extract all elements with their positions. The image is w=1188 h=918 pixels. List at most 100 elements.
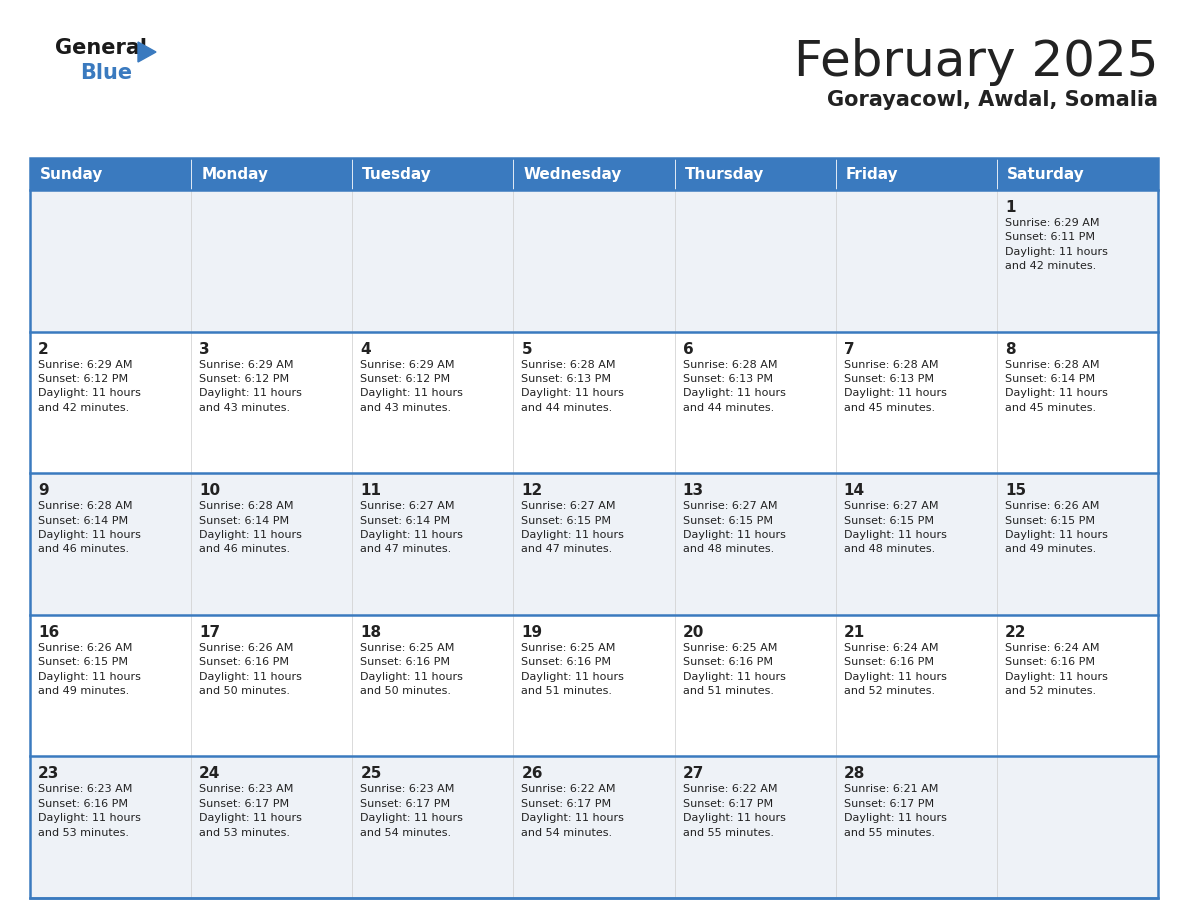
Text: Sunrise: 6:27 AM
Sunset: 6:15 PM
Daylight: 11 hours
and 47 minutes.: Sunrise: 6:27 AM Sunset: 6:15 PM Dayligh… [522,501,625,554]
Text: Sunrise: 6:29 AM
Sunset: 6:12 PM
Daylight: 11 hours
and 42 minutes.: Sunrise: 6:29 AM Sunset: 6:12 PM Dayligh… [38,360,141,413]
Text: 24: 24 [200,767,221,781]
Bar [835,158,997,190]
Text: Sunrise: 6:25 AM
Sunset: 6:16 PM
Daylight: 11 hours
and 51 minutes.: Sunrise: 6:25 AM Sunset: 6:16 PM Dayligh… [683,643,785,696]
Text: 28: 28 [843,767,865,781]
Text: Sunrise: 6:27 AM
Sunset: 6:15 PM
Daylight: 11 hours
and 48 minutes.: Sunrise: 6:27 AM Sunset: 6:15 PM Dayligh… [843,501,947,554]
Text: 27: 27 [683,767,704,781]
Text: Sunrise: 6:23 AM
Sunset: 6:17 PM
Daylight: 11 hours
and 53 minutes.: Sunrise: 6:23 AM Sunset: 6:17 PM Dayligh… [200,784,302,837]
Bar [30,158,1158,898]
Text: Tuesday: Tuesday [362,166,432,182]
Bar [513,473,675,615]
Text: 15: 15 [1005,483,1026,498]
Text: Sunday: Sunday [40,166,103,182]
Polygon shape [138,42,156,62]
Text: Thursday: Thursday [684,166,764,182]
Text: Saturday: Saturday [1007,166,1085,182]
Bar [997,158,1158,190]
Bar [30,756,191,898]
Text: 13: 13 [683,483,703,498]
Bar [353,190,513,331]
Bar [353,473,513,615]
Bar [997,615,1158,756]
Text: 14: 14 [843,483,865,498]
Text: 19: 19 [522,625,543,640]
Bar [675,158,835,190]
Text: General: General [55,38,147,58]
Bar [353,756,513,898]
Text: 18: 18 [360,625,381,640]
Text: 22: 22 [1005,625,1026,640]
Text: Sunrise: 6:25 AM
Sunset: 6:16 PM
Daylight: 11 hours
and 50 minutes.: Sunrise: 6:25 AM Sunset: 6:16 PM Dayligh… [360,643,463,696]
Text: Sunrise: 6:22 AM
Sunset: 6:17 PM
Daylight: 11 hours
and 55 minutes.: Sunrise: 6:22 AM Sunset: 6:17 PM Dayligh… [683,784,785,837]
Text: 25: 25 [360,767,381,781]
Text: Sunrise: 6:23 AM
Sunset: 6:16 PM
Daylight: 11 hours
and 53 minutes.: Sunrise: 6:23 AM Sunset: 6:16 PM Dayligh… [38,784,141,837]
Bar [191,473,353,615]
Text: February 2025: February 2025 [794,38,1158,86]
Text: Sunrise: 6:23 AM
Sunset: 6:17 PM
Daylight: 11 hours
and 54 minutes.: Sunrise: 6:23 AM Sunset: 6:17 PM Dayligh… [360,784,463,837]
Text: Sunrise: 6:27 AM
Sunset: 6:14 PM
Daylight: 11 hours
and 47 minutes.: Sunrise: 6:27 AM Sunset: 6:14 PM Dayligh… [360,501,463,554]
Bar [675,615,835,756]
Bar [513,190,675,331]
Text: 26: 26 [522,767,543,781]
Text: 7: 7 [843,341,854,356]
Text: Monday: Monday [201,166,268,182]
Text: Sunrise: 6:26 AM
Sunset: 6:16 PM
Daylight: 11 hours
and 50 minutes.: Sunrise: 6:26 AM Sunset: 6:16 PM Dayligh… [200,643,302,696]
Text: 8: 8 [1005,341,1016,356]
Bar [191,331,353,473]
Bar [353,158,513,190]
Text: Friday: Friday [846,166,898,182]
Bar [675,756,835,898]
Text: Sunrise: 6:28 AM
Sunset: 6:13 PM
Daylight: 11 hours
and 44 minutes.: Sunrise: 6:28 AM Sunset: 6:13 PM Dayligh… [683,360,785,413]
Bar [191,756,353,898]
Bar [353,615,513,756]
Text: Sunrise: 6:29 AM
Sunset: 6:12 PM
Daylight: 11 hours
and 43 minutes.: Sunrise: 6:29 AM Sunset: 6:12 PM Dayligh… [200,360,302,413]
Text: Sunrise: 6:28 AM
Sunset: 6:13 PM
Daylight: 11 hours
and 45 minutes.: Sunrise: 6:28 AM Sunset: 6:13 PM Dayligh… [843,360,947,413]
Bar [191,190,353,331]
Bar [191,615,353,756]
Bar [513,331,675,473]
Bar [835,473,997,615]
Text: Sunrise: 6:26 AM
Sunset: 6:15 PM
Daylight: 11 hours
and 49 minutes.: Sunrise: 6:26 AM Sunset: 6:15 PM Dayligh… [38,643,141,696]
Text: Sunrise: 6:24 AM
Sunset: 6:16 PM
Daylight: 11 hours
and 52 minutes.: Sunrise: 6:24 AM Sunset: 6:16 PM Dayligh… [1005,643,1107,696]
Text: 23: 23 [38,767,59,781]
Bar [835,331,997,473]
Text: Sunrise: 6:25 AM
Sunset: 6:16 PM
Daylight: 11 hours
and 51 minutes.: Sunrise: 6:25 AM Sunset: 6:16 PM Dayligh… [522,643,625,696]
Text: Sunrise: 6:21 AM
Sunset: 6:17 PM
Daylight: 11 hours
and 55 minutes.: Sunrise: 6:21 AM Sunset: 6:17 PM Dayligh… [843,784,947,837]
Bar [835,615,997,756]
Bar [353,331,513,473]
Bar [30,473,191,615]
Bar [675,190,835,331]
Bar [513,158,675,190]
Text: 11: 11 [360,483,381,498]
Text: 21: 21 [843,625,865,640]
Bar [30,190,191,331]
Text: Sunrise: 6:22 AM
Sunset: 6:17 PM
Daylight: 11 hours
and 54 minutes.: Sunrise: 6:22 AM Sunset: 6:17 PM Dayligh… [522,784,625,837]
Bar [30,331,191,473]
Text: 4: 4 [360,341,371,356]
Text: 1: 1 [1005,200,1016,215]
Text: Sunrise: 6:28 AM
Sunset: 6:13 PM
Daylight: 11 hours
and 44 minutes.: Sunrise: 6:28 AM Sunset: 6:13 PM Dayligh… [522,360,625,413]
Text: Sunrise: 6:29 AM
Sunset: 6:12 PM
Daylight: 11 hours
and 43 minutes.: Sunrise: 6:29 AM Sunset: 6:12 PM Dayligh… [360,360,463,413]
Text: 17: 17 [200,625,220,640]
Text: 3: 3 [200,341,210,356]
Text: 6: 6 [683,341,694,356]
Bar [191,158,353,190]
Text: Sunrise: 6:24 AM
Sunset: 6:16 PM
Daylight: 11 hours
and 52 minutes.: Sunrise: 6:24 AM Sunset: 6:16 PM Dayligh… [843,643,947,696]
Bar [835,190,997,331]
Text: Sunrise: 6:27 AM
Sunset: 6:15 PM
Daylight: 11 hours
and 48 minutes.: Sunrise: 6:27 AM Sunset: 6:15 PM Dayligh… [683,501,785,554]
Text: Blue: Blue [80,63,132,83]
Bar [513,756,675,898]
Text: 10: 10 [200,483,220,498]
Text: Sunrise: 6:28 AM
Sunset: 6:14 PM
Daylight: 11 hours
and 45 minutes.: Sunrise: 6:28 AM Sunset: 6:14 PM Dayligh… [1005,360,1107,413]
Bar [30,615,191,756]
Text: Sunrise: 6:28 AM
Sunset: 6:14 PM
Daylight: 11 hours
and 46 minutes.: Sunrise: 6:28 AM Sunset: 6:14 PM Dayligh… [38,501,141,554]
Bar [513,615,675,756]
Text: 2: 2 [38,341,49,356]
Text: Gorayacowl, Awdal, Somalia: Gorayacowl, Awdal, Somalia [827,90,1158,110]
Bar [675,331,835,473]
Bar [835,756,997,898]
Text: Sunrise: 6:28 AM
Sunset: 6:14 PM
Daylight: 11 hours
and 46 minutes.: Sunrise: 6:28 AM Sunset: 6:14 PM Dayligh… [200,501,302,554]
Text: Sunrise: 6:26 AM
Sunset: 6:15 PM
Daylight: 11 hours
and 49 minutes.: Sunrise: 6:26 AM Sunset: 6:15 PM Dayligh… [1005,501,1107,554]
Text: 5: 5 [522,341,532,356]
Text: Sunrise: 6:29 AM
Sunset: 6:11 PM
Daylight: 11 hours
and 42 minutes.: Sunrise: 6:29 AM Sunset: 6:11 PM Dayligh… [1005,218,1107,271]
